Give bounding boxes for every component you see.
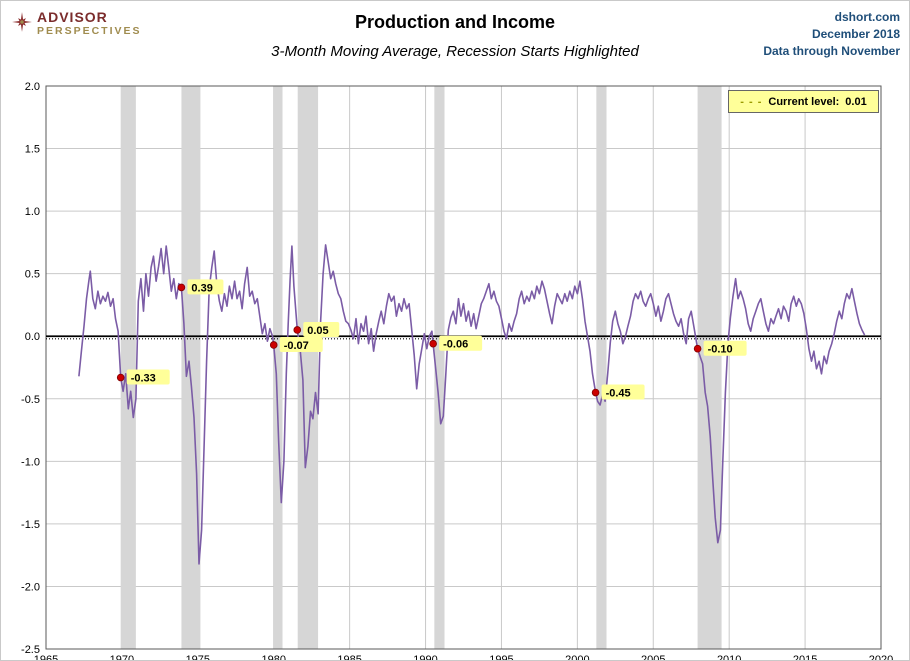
recession-band <box>434 86 445 649</box>
chart-area: -0.33 0.39 -0.07 0.05 -0.06 -0.45 -0.10 2.0 1.5 1… <box>1 76 909 661</box>
recession-band <box>181 86 201 649</box>
recession-band <box>697 86 722 649</box>
chart-subtitle: 3-Month Moving Average, Recession Starts… <box>271 43 639 60</box>
plot-background <box>46 86 881 649</box>
marker-label-bg <box>126 369 170 385</box>
y-axis-tick-label: 1.5 <box>25 144 40 156</box>
brand-text: ADVISOR PERSPECTIVES <box>37 10 142 37</box>
recession-start-marker <box>591 388 600 397</box>
y-axis-tick-label: 0.5 <box>25 269 40 281</box>
marker-label-bg <box>187 279 224 295</box>
y-axis-tick-label: -2.5 <box>21 644 40 656</box>
y-axis-tick-label: -2.0 <box>21 581 40 593</box>
marker-label: -0.10 <box>708 344 733 356</box>
marker-label-bg <box>703 340 747 356</box>
legend-box: - - - Current level: 0.01 <box>728 90 879 113</box>
marker-label: -0.33 <box>131 373 156 385</box>
x-axis-tick-label: 2015 <box>793 654 817 661</box>
recession-start-marker <box>293 326 302 334</box>
x-axis-tick-label: 1970 <box>110 654 134 661</box>
source-date: December 2018 <box>811 27 900 41</box>
y-axis-tick-label: -0.5 <box>21 394 40 406</box>
x-axis-tick-label: 1965 <box>34 654 58 661</box>
x-axis-tick-label: 1995 <box>489 654 513 661</box>
recession-start-marker <box>693 344 702 353</box>
source-site: dshort.com <box>834 10 900 24</box>
recession-start-marker <box>269 341 278 349</box>
x-axis-tick-label: 2005 <box>641 654 665 661</box>
x-axis-tick-label: 2010 <box>717 654 741 661</box>
x-axis-tick-label: 2020 <box>869 654 893 661</box>
compass-star-icon <box>12 12 32 32</box>
recession-band <box>596 86 607 649</box>
x-axis-tick-label: 1980 <box>261 654 285 661</box>
marker-label: -0.06 <box>443 339 468 351</box>
y-axis-tick-label: -1.5 <box>21 519 40 531</box>
x-axis-tick-label: 1990 <box>413 654 437 661</box>
source-block: dshort.com December 2018 Data through No… <box>763 9 900 60</box>
legend-label: Current level: <box>768 95 840 108</box>
marker-label-bg <box>439 335 483 351</box>
source-note: Data through November <box>763 44 900 58</box>
marker-label: -0.45 <box>606 388 631 400</box>
recession-start-marker <box>116 373 125 382</box>
recession-band <box>297 86 319 649</box>
brand-advisor: ADVISOR <box>37 9 108 25</box>
recession-band <box>120 86 136 649</box>
recession-start-marker <box>429 339 437 348</box>
marker-label: -0.07 <box>284 340 309 352</box>
marker-label-bg <box>303 321 340 337</box>
y-axis-tick-label: 2.0 <box>25 81 40 93</box>
recession-start-marker <box>177 283 186 292</box>
x-axis-tick-label: 1985 <box>337 654 361 661</box>
recession-band <box>273 86 283 649</box>
legend-dash-symbol: - - - <box>740 95 763 108</box>
legend-value: 0.01 <box>845 95 867 108</box>
y-axis-tick-label: 1.0 <box>25 206 40 218</box>
x-axis-tick-label: 1975 <box>186 654 210 661</box>
brand-perspectives: PERSPECTIVES <box>37 25 142 37</box>
x-axis-tick-label: 2000 <box>565 654 589 661</box>
chart-title: Production and Income <box>354 12 555 32</box>
plot-border <box>45 85 882 650</box>
chart-canvas: -0.33 0.39 -0.07 0.05 -0.06 -0.45 -0.10 2.0 1.5 1… <box>21 81 893 661</box>
marker-label: 0.05 <box>307 325 328 337</box>
marker-label-bg <box>601 384 645 400</box>
y-axis-tick-label: 0.0 <box>25 331 40 343</box>
marker-label: 0.39 <box>191 282 212 294</box>
marker-label-bg <box>279 336 323 352</box>
y-axis-tick-label: -1.0 <box>21 456 40 468</box>
brand-logo: ADVISOR PERSPECTIVES <box>11 10 142 37</box>
